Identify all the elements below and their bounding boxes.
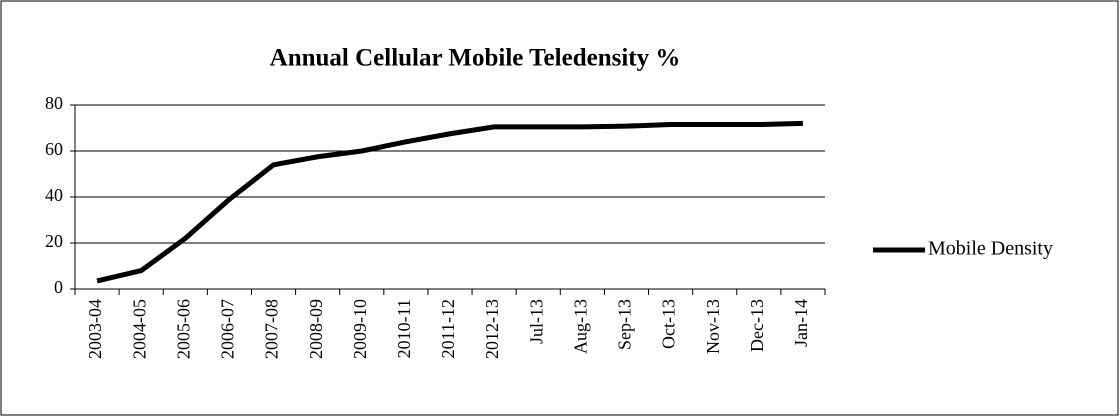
x-tick-label: 2011-12 [438,299,458,358]
legend-label: Mobile Density [928,238,1053,260]
x-tick-label: Sep-13 [615,299,635,350]
y-tick-label: 40 [45,185,63,205]
y-tick-label: 20 [45,231,63,251]
y-tick-label: 80 [45,93,63,113]
x-tick-label: 2009-10 [350,299,370,359]
x-tick-label: 2010-11 [394,299,414,358]
x-tick-label: 2012-13 [482,299,502,359]
x-tick-label: 2006-07 [218,299,238,359]
chart-title: Annual Cellular Mobile Teledensity % [270,45,681,72]
x-tick-label: 2007-08 [262,299,282,359]
x-tick-label: Jan-14 [791,299,811,347]
x-tick-label: 2008-09 [306,299,326,359]
x-tick-label: 2005-06 [173,299,193,359]
x-tick-label: Jul-13 [526,299,546,344]
x-tick-label: Aug-13 [570,299,590,354]
data-line [96,120,804,284]
x-tick-label: Nov-13 [703,299,723,354]
y-tick-label: 0 [54,277,63,297]
x-tick-label: Oct-13 [659,299,679,349]
x-tick-label: 2003-04 [85,299,105,359]
y-tick-label: 60 [45,139,63,159]
x-tick-label: 2004-05 [129,299,149,359]
x-tick-label: Dec-13 [747,299,767,352]
